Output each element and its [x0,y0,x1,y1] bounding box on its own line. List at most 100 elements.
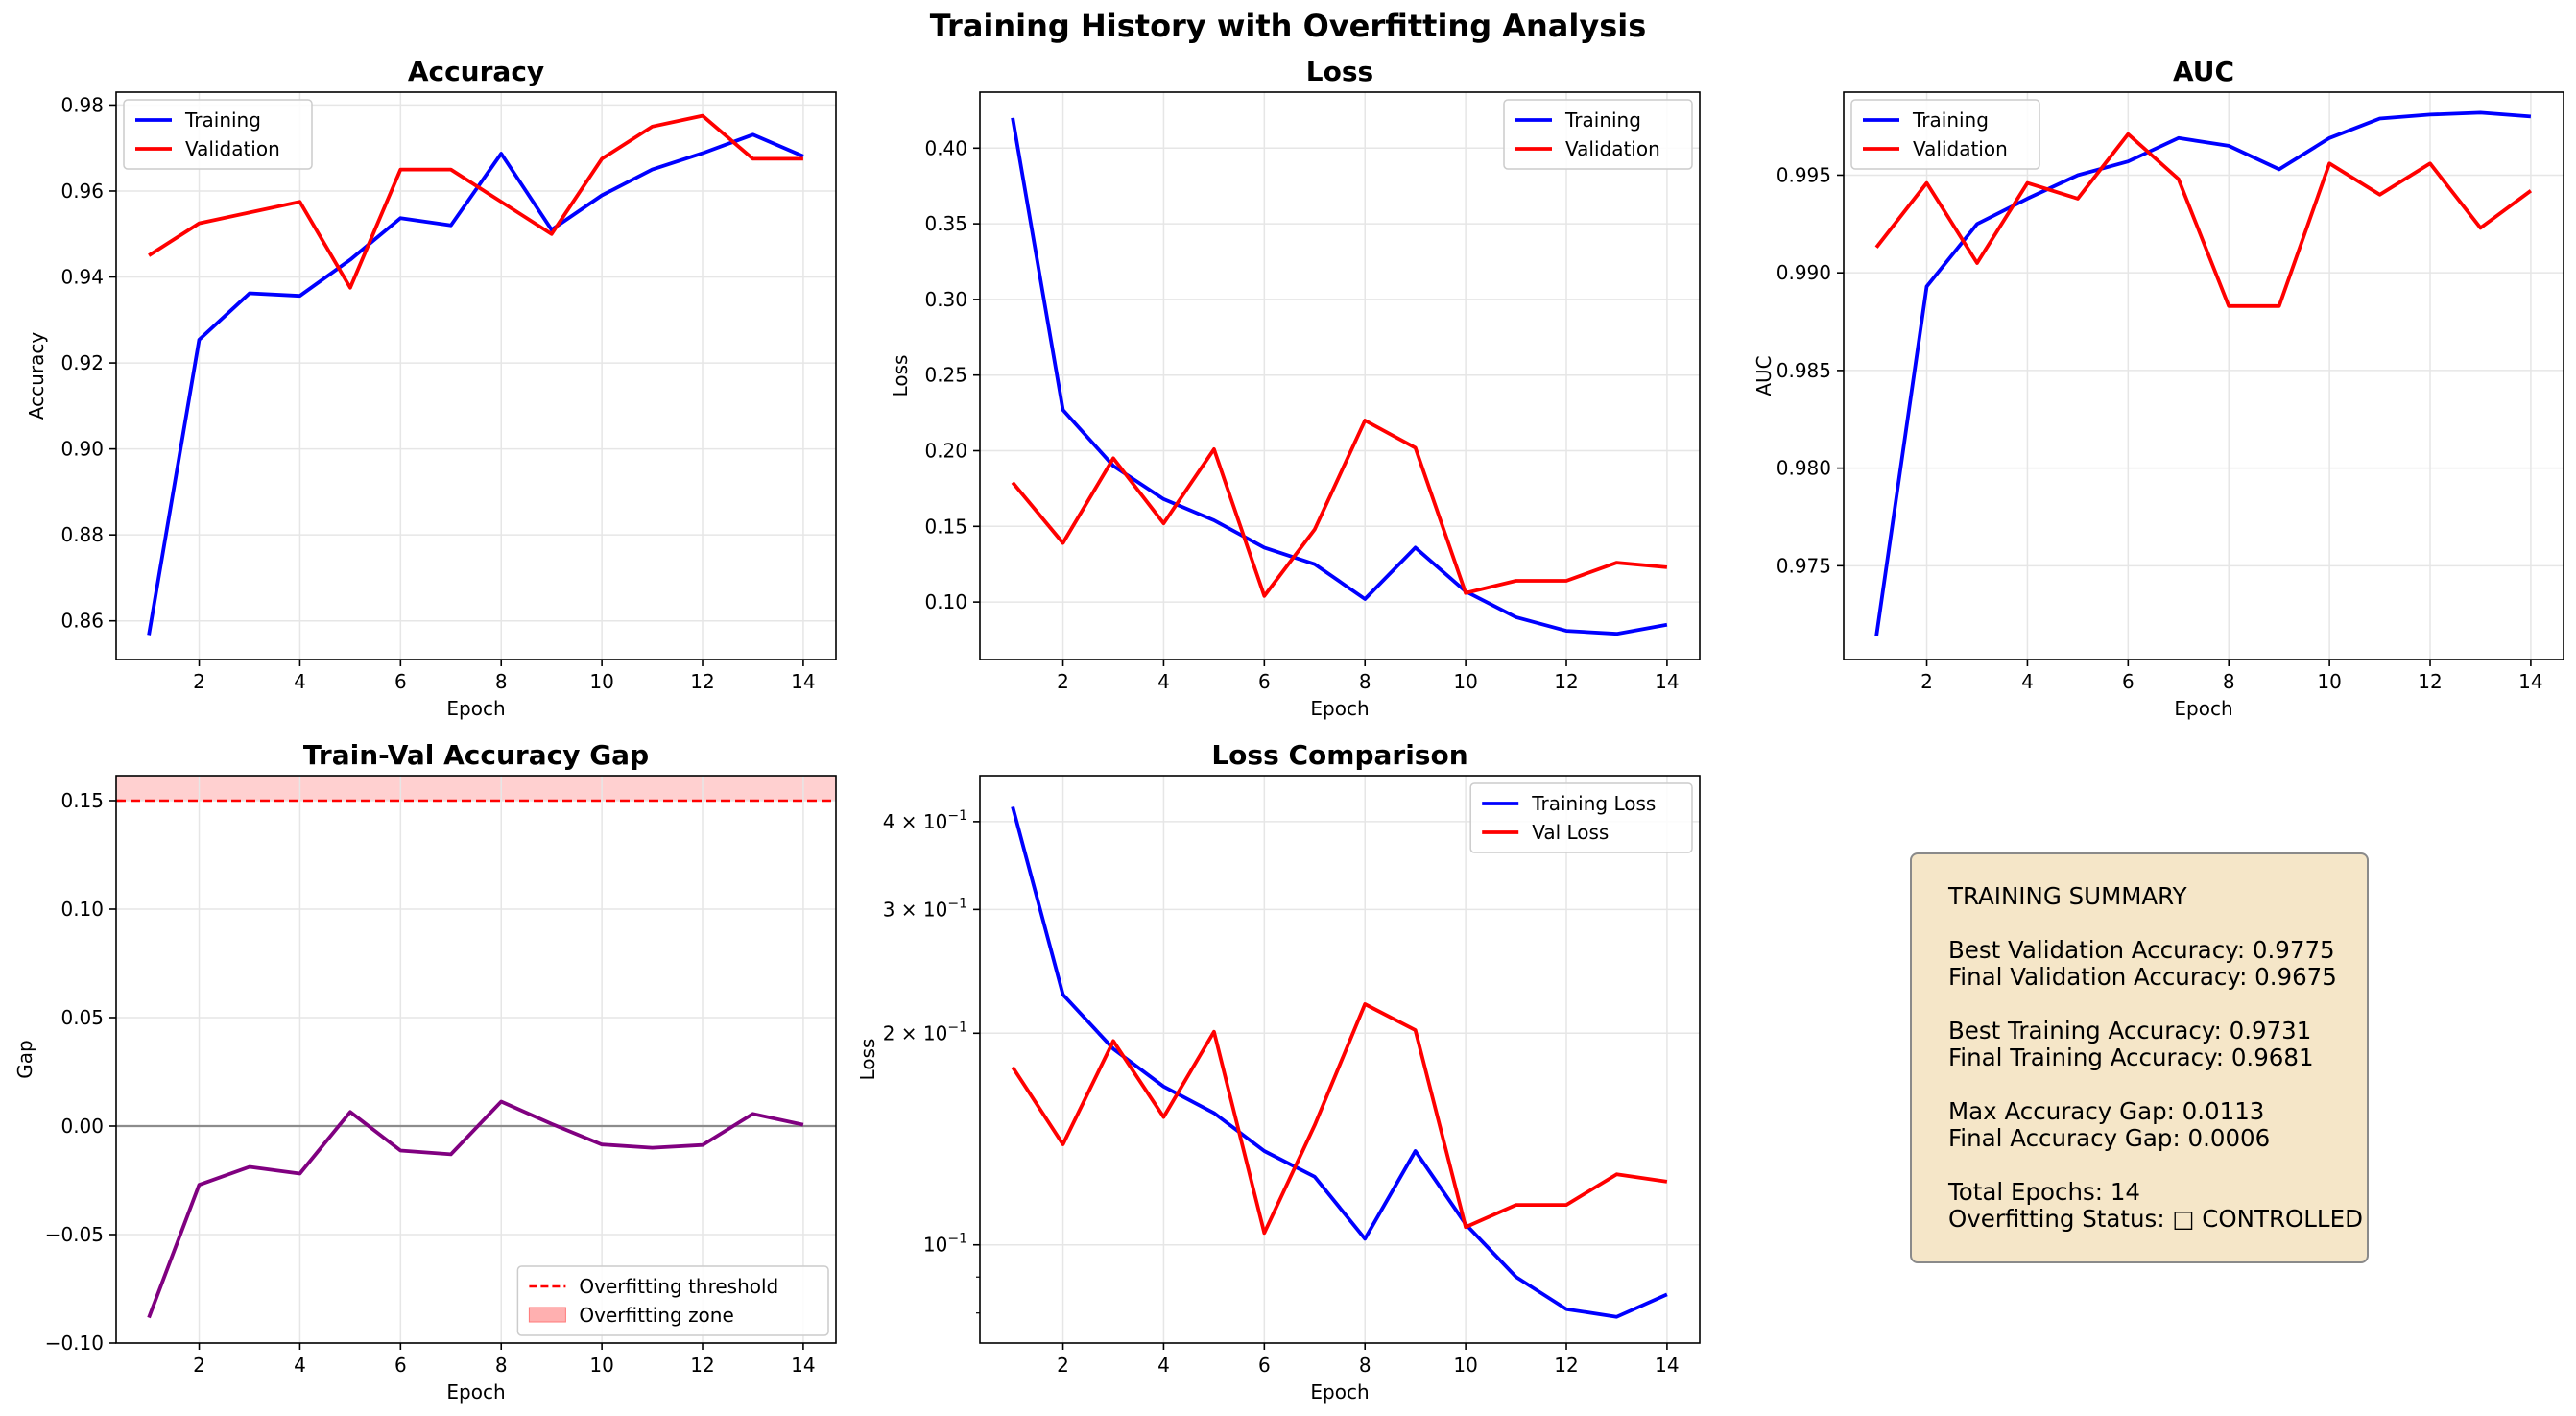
y-tick-label: 0.94 [60,266,104,289]
summary-best-train: Best Training Accuracy: 0.9731 [1948,1016,2312,1044]
x-tick-label: 14 [1655,670,1679,693]
y-tick-label: 0.00 [60,1115,104,1138]
y-tick-label: 0.15 [60,789,104,812]
chart-title: Accuracy [408,56,544,87]
series-line-training [147,132,804,636]
y-tick-label: 0.990 [1777,261,1831,284]
legend-box [123,99,313,170]
x-tick-label: 14 [791,1354,815,1377]
y-tick-label: 0.980 [1777,457,1831,480]
x-axis-label: Epoch [1310,1380,1369,1404]
plot-frame [1843,91,2564,660]
chart-loss: 2 4 6 8 10 12 14 0.10 0.15 0.20 0.25 0.30 0.35 0.40 Lo… [889,56,1701,720]
x-axis-label: Epoch [446,1380,505,1404]
summary-epochs: Total Epochs: 14 [1948,1177,2141,1206]
series-line-validation [1011,419,1668,598]
x-tick-label: 2 [1057,1354,1069,1377]
x-tick-label: 12 [2418,670,2442,693]
legend-zone-swatch [528,1307,566,1323]
legend: Training Validation [123,99,313,170]
y-tick-label: 0.10 [924,590,967,613]
x-tick-label: 6 [2122,670,2135,693]
legend-box [1469,782,1693,853]
y-tick-label: 2 × 10−1 [883,1020,967,1044]
legend: Training Loss Val Loss [1469,782,1693,853]
x-tick-label: 12 [1554,670,1578,693]
summary-max-gap: Max Accuracy Gap: 0.0113 [1948,1096,2265,1125]
x-tick-label: 12 [690,670,714,693]
legend: Overfitting threshold Overfitting zone [516,1265,829,1336]
y-tick-label: 0.98 [60,93,104,116]
x-tick-label: 2 [1920,670,1933,693]
training-summary-box: TRAINING SUMMARY Best Validation Accurac… [1910,852,2369,1263]
x-tick-label: 6 [1258,1354,1271,1377]
y-tick-label: 0.92 [60,351,104,374]
y-tick-label: −0.10 [45,1332,104,1355]
plot-frame [115,91,837,660]
y-tick-label: 0.995 [1777,163,1831,186]
y-tick-label: 4 × 10−1 [883,808,967,833]
x-tick-label: 4 [294,670,306,693]
figure-title: Training History with Overfitting Analys… [929,8,1647,44]
legend: Training Validation [1503,99,1693,170]
legend-label: Validation [185,137,280,160]
legend: Training Validation [1850,99,2040,170]
legend-label: Training [1564,108,1641,132]
x-tick-label: 10 [589,670,613,693]
chart-accuracy: 2 4 6 8 10 12 14 0.86 0.88 0.90 0.92 0.94 0.96 0.98 Ac… [25,56,837,720]
x-tick-label: 10 [1453,670,1477,693]
x-tick-label: 12 [1554,1354,1578,1377]
series-line-validation [148,113,803,290]
x-tick-label: 2 [1057,670,1069,693]
x-tick-label: 12 [690,1354,714,1377]
plot-frame [979,775,1701,1344]
x-tick-label: 2 [193,1354,205,1377]
x-tick-label: 8 [1359,1354,1371,1377]
summary-best-val: Best Validation Accuracy: 0.9775 [1948,935,2335,964]
series-line-validation [1874,132,2533,308]
y-axis-label: AUC [1753,355,1776,396]
y-tick-label: 3 × 10−1 [883,896,967,921]
y-axis-label: Accuracy [25,332,48,420]
summary-final-val: Final Validation Accuracy: 0.9675 [1948,963,2337,991]
y-axis-label: Loss [856,1039,879,1081]
series-line-training [1011,117,1668,636]
summary-status: Overfitting Status: □ CONTROLLED [1948,1205,2363,1233]
x-tick-label: 6 [394,1354,407,1377]
series-line-training [1874,110,2532,636]
legend-label: Training Loss [1531,792,1656,815]
series-line-val-loss [1011,1002,1668,1236]
y-tick-label: 0.20 [924,440,967,463]
legend-label: Validation [1565,137,1660,160]
series-line-gap [147,1099,804,1319]
x-tick-label: 4 [1157,1354,1170,1377]
plot-frame [115,775,837,1344]
x-tick-label: 14 [2518,670,2542,693]
x-tick-label: 8 [495,1354,508,1377]
legend-label: Validation [1913,137,2008,160]
summary-final-train: Final Training Accuracy: 0.9681 [1948,1044,2314,1071]
y-tick-label: 0.86 [60,610,104,633]
chart-auc: 2 4 6 8 10 12 14 0.975 0.980 0.985 0.990 0.995 AUC Ep… [1753,56,2564,720]
legend-box [1850,99,2040,170]
chart-title: Loss Comparison [1211,739,1467,771]
y-tick-label: 0.96 [60,180,104,203]
chart-loss-comparison: 2 4 6 8 10 12 14 10−1 2 × 10−1 3 × 10−1 4 × 10−1 Lo… [856,739,1701,1404]
summary-heading: TRAINING SUMMARY [1948,882,2187,910]
x-tick-label: 10 [589,1354,613,1377]
y-tick-label: 0.35 [924,212,967,235]
x-tick-label: 8 [2223,670,2235,693]
x-axis-label: Epoch [2174,697,2232,720]
legend-box [1503,99,1693,170]
chart-train-val-accuracy-gap: 2 4 6 8 10 12 14 −0.10 −0.05 0.00 0.05 0.10 0.15 Trai… [13,739,837,1404]
x-tick-label: 8 [1359,670,1371,693]
x-tick-label: 10 [1453,1354,1477,1377]
y-axis-label: Gap [13,1040,36,1078]
summary-final-gap: Final Accuracy Gap: 0.0006 [1948,1124,2271,1152]
x-tick-label: 10 [2317,670,2341,693]
legend-label: Training [1912,108,1989,132]
legend-box [516,1265,829,1336]
x-tick-label: 4 [1157,670,1170,693]
x-tick-label: 6 [1258,670,1271,693]
